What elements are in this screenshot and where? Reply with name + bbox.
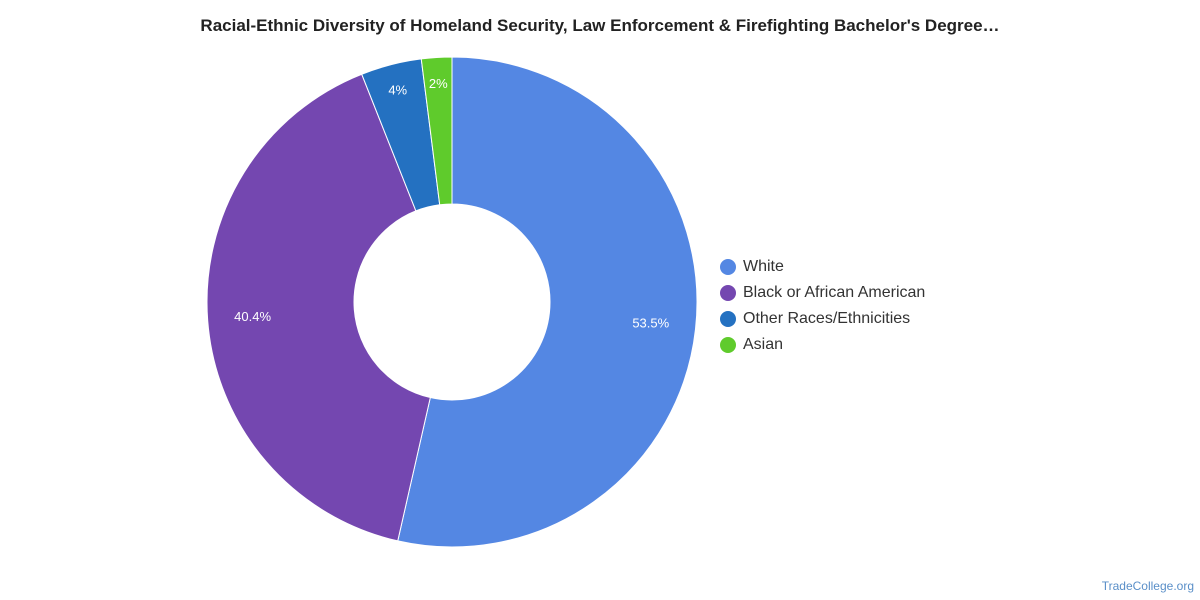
legend-item-other-races-ethnicities[interactable]: Other Races/Ethnicities xyxy=(720,306,925,332)
donut-slices xyxy=(206,56,698,548)
slice-white[interactable] xyxy=(397,56,698,548)
legend-label: Black or African American xyxy=(743,284,926,301)
legend-item-black-or-african-american[interactable]: Black or African American xyxy=(720,280,925,306)
slice-label-white: 53.5% xyxy=(632,316,669,331)
slice-label-asian: 2% xyxy=(429,76,448,91)
chart-legend: White Black or African American Other Race… xyxy=(720,254,925,358)
legend-swatch xyxy=(720,285,736,301)
slice-black-or-african-american[interactable] xyxy=(206,73,431,542)
legend-label: White xyxy=(743,258,784,275)
chart-title: Racial-Ethnic Diversity of Homeland Secu… xyxy=(200,16,1000,35)
legend-label: Other Races/Ethnicities xyxy=(743,310,911,327)
slice-label-other-races-ethnicities: 4% xyxy=(388,82,407,97)
watermark[interactable]: TradeCollege.org xyxy=(1101,579,1194,593)
legend-label: Asian xyxy=(743,336,784,353)
slice-asian[interactable] xyxy=(420,56,453,206)
legend-swatch xyxy=(720,311,736,327)
slice-label-black-or-african-american: 40.4% xyxy=(234,309,271,324)
legend-swatch xyxy=(720,259,736,275)
legend-swatch xyxy=(720,337,736,353)
legend-item-asian[interactable]: Asian xyxy=(720,332,925,358)
legend-item-white[interactable]: White xyxy=(720,254,925,280)
slice-labels: 53.5% 40.4% 4% 2% xyxy=(234,76,669,331)
